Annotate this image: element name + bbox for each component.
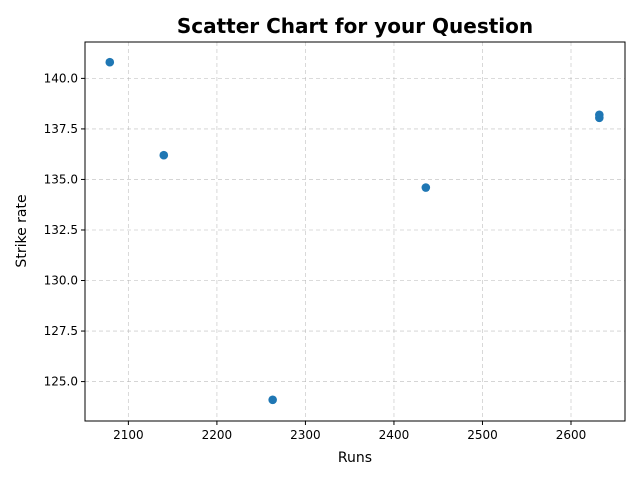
y-tick-label: 140.0 xyxy=(44,71,78,85)
scatter-point xyxy=(595,113,604,123)
y-tick-label: 130.0 xyxy=(44,274,78,288)
y-tick-label: 127.5 xyxy=(44,324,78,338)
ticks-layer: 2100 2200 2300 2400 2500 2600 125.0 127.5 130.0 1… xyxy=(44,71,587,442)
scatter-point xyxy=(105,57,115,67)
grid-layer xyxy=(85,42,625,421)
x-tick-label: 2500 xyxy=(467,428,498,442)
x-axis-label: Runs xyxy=(338,450,372,466)
y-tick-label: 135.0 xyxy=(44,172,78,186)
y-tick-label: 125.0 xyxy=(44,375,78,389)
x-tick-label: 2200 xyxy=(202,428,233,442)
y-axis-label: Strike rate xyxy=(14,194,30,267)
scatter-point xyxy=(268,395,277,405)
x-tick-label: 2400 xyxy=(379,428,410,442)
x-tick-label: 2300 xyxy=(290,428,321,442)
scatter-point xyxy=(421,183,431,192)
y-tick-label: 137.5 xyxy=(44,122,78,136)
points-layer xyxy=(105,57,604,405)
x-tick-label: 2100 xyxy=(113,428,144,442)
y-tick-label: 132.5 xyxy=(44,223,78,237)
chart-title: Scatter Chart for your Question xyxy=(177,14,533,38)
plot-frame xyxy=(84,41,626,422)
scatter-point xyxy=(159,150,169,160)
x-tick-label: 2600 xyxy=(556,428,587,442)
